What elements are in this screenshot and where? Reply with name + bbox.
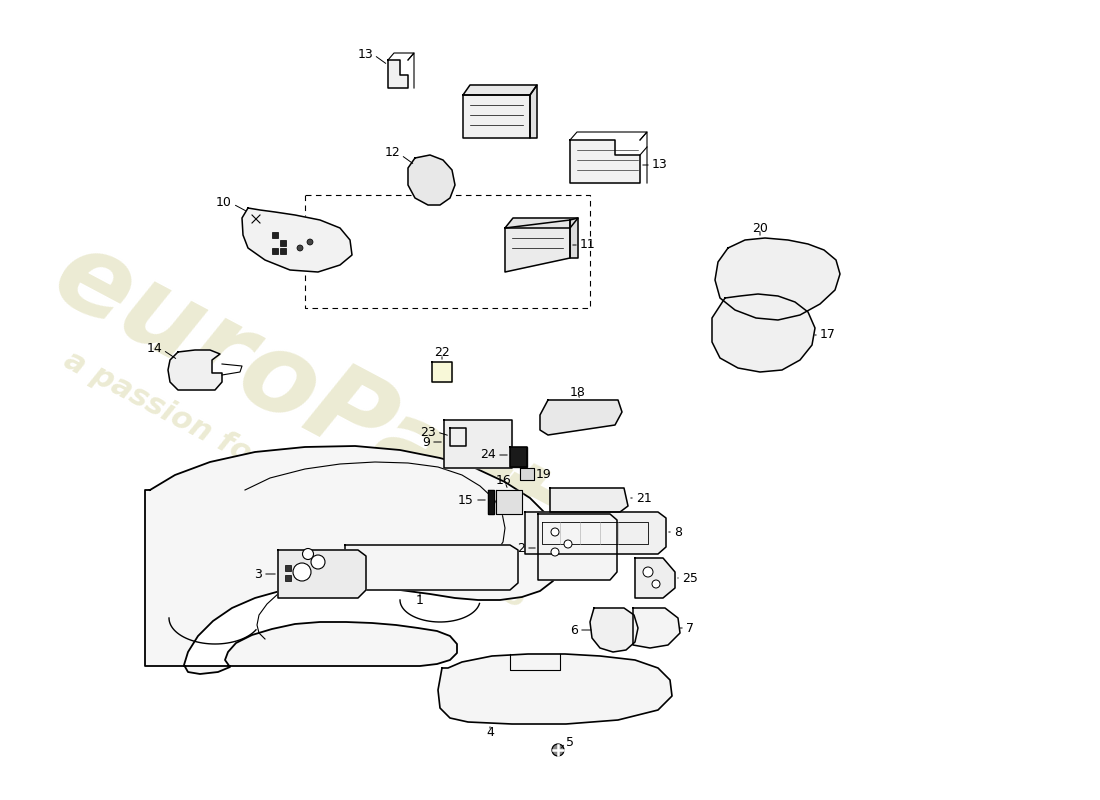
- Polygon shape: [505, 220, 570, 272]
- Polygon shape: [632, 608, 680, 648]
- Text: 8: 8: [674, 526, 682, 538]
- Circle shape: [311, 555, 324, 569]
- Polygon shape: [488, 490, 494, 514]
- Circle shape: [552, 744, 564, 756]
- Polygon shape: [550, 488, 628, 512]
- Polygon shape: [408, 155, 455, 205]
- Circle shape: [297, 245, 302, 251]
- Text: 13: 13: [652, 158, 668, 171]
- Circle shape: [644, 567, 653, 577]
- Polygon shape: [635, 558, 675, 598]
- Circle shape: [293, 563, 311, 581]
- Text: 3: 3: [254, 567, 262, 581]
- Polygon shape: [570, 140, 640, 183]
- Polygon shape: [530, 85, 537, 138]
- Text: 17: 17: [820, 329, 836, 342]
- Polygon shape: [590, 608, 638, 652]
- Text: 23: 23: [420, 426, 436, 438]
- Text: 13: 13: [358, 49, 373, 62]
- Polygon shape: [463, 95, 530, 138]
- Polygon shape: [520, 468, 534, 480]
- Polygon shape: [444, 420, 512, 468]
- Text: 15: 15: [458, 494, 474, 506]
- Bar: [285, 565, 292, 571]
- Polygon shape: [510, 447, 527, 467]
- Polygon shape: [145, 446, 562, 674]
- Text: 9: 9: [422, 435, 430, 449]
- Text: a passion for parts since 1985: a passion for parts since 1985: [59, 346, 531, 614]
- Bar: [272, 248, 278, 254]
- Text: 24: 24: [481, 449, 496, 462]
- Polygon shape: [540, 400, 622, 435]
- Text: 5: 5: [566, 735, 574, 749]
- Text: 20: 20: [752, 222, 768, 234]
- Polygon shape: [496, 490, 522, 514]
- Polygon shape: [525, 512, 666, 554]
- Circle shape: [307, 239, 314, 245]
- Text: 4: 4: [486, 726, 494, 738]
- Polygon shape: [278, 550, 366, 598]
- Text: 22: 22: [434, 346, 450, 359]
- Text: 7: 7: [686, 622, 694, 634]
- Bar: [272, 232, 278, 238]
- Text: 16: 16: [496, 474, 512, 487]
- Text: 21: 21: [636, 491, 651, 505]
- Polygon shape: [538, 514, 617, 580]
- Bar: [280, 248, 286, 254]
- Polygon shape: [463, 85, 537, 95]
- Polygon shape: [432, 362, 452, 382]
- Polygon shape: [345, 545, 518, 590]
- Polygon shape: [438, 654, 672, 724]
- Text: 14: 14: [146, 342, 162, 354]
- Text: 2: 2: [517, 542, 525, 554]
- Polygon shape: [505, 218, 578, 228]
- Polygon shape: [570, 218, 578, 258]
- Polygon shape: [712, 294, 815, 372]
- Text: 1: 1: [416, 594, 424, 606]
- Polygon shape: [388, 60, 408, 88]
- Text: 12: 12: [384, 146, 400, 159]
- Text: 18: 18: [570, 386, 586, 398]
- Text: 25: 25: [682, 571, 697, 585]
- Text: euroParts: euroParts: [36, 220, 624, 600]
- Bar: [285, 575, 292, 581]
- Circle shape: [551, 528, 559, 536]
- Text: 6: 6: [570, 623, 578, 637]
- Bar: [280, 240, 286, 246]
- Text: 10: 10: [216, 195, 232, 209]
- Polygon shape: [168, 350, 222, 390]
- Polygon shape: [715, 238, 840, 320]
- Circle shape: [564, 540, 572, 548]
- Polygon shape: [450, 428, 466, 446]
- Text: 11: 11: [580, 238, 596, 251]
- Circle shape: [302, 549, 313, 559]
- Text: 19: 19: [536, 467, 552, 481]
- Circle shape: [652, 580, 660, 588]
- Polygon shape: [242, 208, 352, 272]
- Circle shape: [551, 548, 559, 556]
